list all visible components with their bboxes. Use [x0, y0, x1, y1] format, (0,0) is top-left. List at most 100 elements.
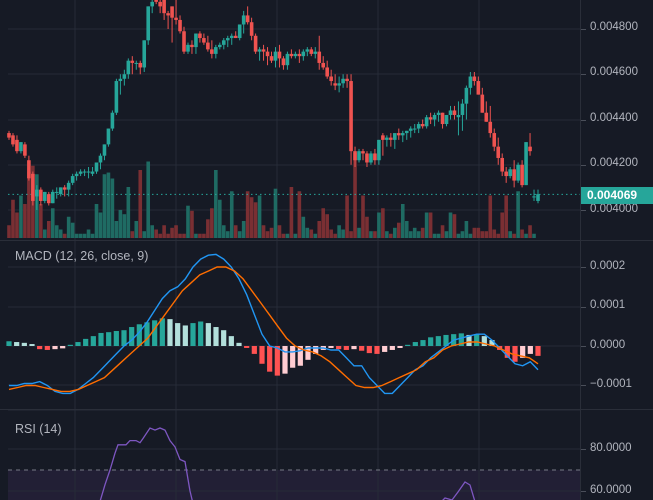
volume-bar [39, 204, 43, 238]
volume-bar [305, 227, 310, 238]
candle-body [508, 169, 512, 177]
candle-body [110, 112, 115, 129]
candle-body [154, 0, 158, 2]
macd-histogram-bar [305, 346, 311, 360]
volume-bar [476, 227, 481, 238]
volume-bar [393, 227, 397, 238]
candle-body [285, 53, 290, 66]
candle-body [66, 182, 71, 190]
volume-bar [269, 227, 274, 238]
pane-separator[interactable] [0, 240, 653, 241]
volume-bar [396, 222, 401, 238]
volume-bar [416, 231, 421, 238]
candle-body [146, 6, 151, 41]
volume-bar [70, 222, 75, 238]
volume-bar [389, 233, 393, 238]
candle-body [62, 187, 67, 190]
macd-histogram-bar [251, 346, 257, 354]
candle-body [504, 171, 508, 177]
volume-bar [134, 221, 139, 238]
macd-histogram-bar [159, 318, 165, 346]
candle-body [420, 124, 425, 127]
volume-bar [218, 199, 222, 238]
volume-bar [420, 227, 425, 238]
candle-body [221, 40, 226, 45]
macd-histogram-bar [21, 342, 27, 346]
candle-body [404, 130, 409, 134]
candle-body [98, 155, 103, 163]
macd-histogram-bar [52, 346, 58, 350]
candle-body [15, 139, 19, 152]
macd-histogram-bar [382, 346, 388, 352]
macd-title: MACD (12, 26, close, 9) [15, 249, 149, 263]
candle-body [408, 128, 413, 131]
macd-histogram-bar [481, 336, 487, 346]
volume-bar [357, 227, 361, 238]
macd-pane[interactable]: MACD (12, 26, close, 9) [0, 241, 580, 409]
volume-bar [385, 231, 389, 238]
macd-histogram-bar [113, 330, 119, 346]
candle-body [400, 133, 405, 136]
rsi-chart[interactable] [0, 410, 580, 500]
macd-histogram-bar [83, 338, 89, 346]
rsi-axis[interactable]: 80.0000 60.0000 [580, 410, 653, 500]
volume-bar [114, 221, 119, 238]
macd-histogram-bar [412, 342, 418, 346]
macd-histogram-bar [213, 327, 219, 346]
macd-histogram-bar [175, 323, 181, 346]
candle-body [269, 56, 274, 61]
macd-chart[interactable] [0, 241, 580, 409]
volume-bar [62, 233, 67, 238]
macd-axis[interactable]: 0.0002 0.0001 0.0000 −0.0001 [580, 241, 653, 409]
candle-body [492, 133, 497, 147]
price-pane[interactable] [0, 0, 580, 240]
volume-bar [237, 231, 242, 238]
volume-bar [472, 227, 477, 238]
candle-body [142, 40, 147, 68]
volume-bar [102, 174, 107, 238]
volume-bar [229, 191, 234, 238]
volume-bar [126, 187, 131, 238]
volume-bar [206, 219, 210, 238]
candle-body [106, 128, 111, 145]
macd-histogram-bar [205, 323, 211, 346]
candle-body [86, 171, 91, 173]
macd-histogram-bar [527, 346, 533, 354]
candle-body [365, 153, 369, 163]
volume-bar [484, 231, 489, 238]
volume-bar [202, 233, 206, 238]
volume-bar [245, 191, 250, 238]
rsi-line [442, 481, 476, 500]
volume-bar [373, 231, 377, 238]
candle-body [102, 144, 107, 156]
volume-bar [15, 212, 19, 238]
candle-body [42, 191, 47, 201]
price-axis[interactable]: 0.004800 0.004600 0.004400 0.004200 0.00… [580, 0, 653, 240]
candle-body [114, 81, 119, 113]
volume-bar [241, 221, 246, 238]
volume-bar [166, 233, 170, 238]
candle-body [82, 171, 87, 173]
macd-histogram-bar [14, 342, 20, 346]
candle-body [182, 31, 186, 52]
macd-histogram-bar [489, 340, 495, 346]
rsi-band [8, 470, 580, 500]
candle-body [11, 135, 15, 145]
candle-body [484, 112, 489, 122]
candle-body [317, 51, 322, 63]
rsi-pane[interactable]: RSI (14) [0, 410, 580, 500]
volume-bar [432, 233, 437, 238]
candle-body [448, 110, 453, 115]
macd-histogram-bar [343, 346, 349, 350]
candle-body [158, 1, 162, 7]
macd-histogram-bar [182, 325, 188, 346]
macd-axis-label: 0.0000 [590, 339, 626, 351]
price-axis-label: 0.004400 [590, 112, 638, 124]
price-axis-label: 0.004800 [590, 21, 638, 33]
volume-bar [19, 195, 23, 238]
volume-bar [381, 208, 385, 238]
macd-histogram-bar [274, 346, 280, 376]
candle-body [210, 49, 214, 54]
candlestick-chart[interactable] [0, 0, 580, 240]
candle-body [389, 137, 393, 140]
